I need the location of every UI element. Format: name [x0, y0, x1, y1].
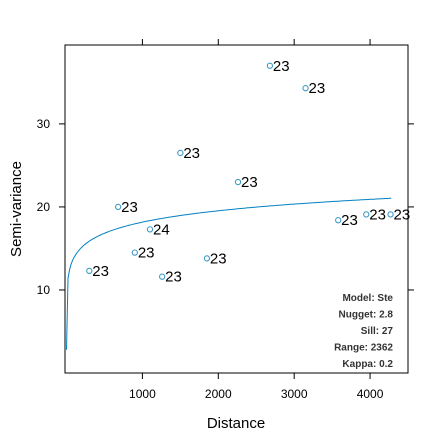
x-tick-label: 1000 — [129, 387, 156, 401]
point-count-label: 23 — [273, 58, 290, 75]
model-info-line: Nugget: 2.8 — [339, 310, 394, 321]
model-info-box: Model: Ste Nugget: 2.8 Sill: 27 Range: 2362… — [334, 293, 393, 370]
data-point — [146, 226, 154, 233]
point-count-labels: 23 23 23 24 23 23 23 23 23 23 23 23 23 — [92, 58, 410, 286]
data-point — [234, 178, 242, 186]
x-axis-title: Distance — [207, 415, 265, 432]
model-info-line: Model: Ste — [342, 293, 393, 304]
data-points — [86, 62, 394, 280]
fitted-model-line — [66, 197, 392, 350]
point-count-label: 23 — [394, 206, 411, 223]
point-count-label: 23 — [210, 250, 227, 267]
y-axis-title: Semi-variance — [8, 161, 25, 257]
data-point — [177, 149, 184, 157]
data-point — [335, 217, 342, 224]
point-count-label: 24 — [153, 221, 170, 238]
data-point — [266, 62, 274, 69]
point-count-label: 23 — [341, 212, 358, 229]
x-tick-label: 3000 — [281, 387, 308, 401]
data-point — [158, 273, 166, 280]
data-point — [86, 267, 93, 275]
data-point — [114, 203, 122, 211]
point-count-label: 23 — [241, 174, 258, 191]
model-info-line: Range: 2362 — [334, 343, 393, 354]
plot-frame — [64, 44, 409, 374]
model-info-line: Sill: 27 — [361, 326, 394, 337]
point-count-label: 23 — [121, 199, 138, 216]
point-count-label: 23 — [138, 245, 155, 262]
y-tick-label: 20 — [37, 200, 51, 214]
point-count-label: 23 — [165, 269, 182, 286]
y-tick-label: 10 — [37, 283, 51, 297]
x-tick-label: 4000 — [357, 387, 384, 401]
data-point — [302, 85, 309, 92]
data-point — [363, 211, 370, 218]
data-point — [131, 249, 138, 256]
tick-marks — [59, 39, 414, 379]
y-tick-label: 30 — [37, 117, 51, 131]
point-count-label: 23 — [92, 263, 109, 280]
data-point — [387, 211, 394, 218]
model-info-line: Kappa: 0.2 — [342, 359, 393, 370]
point-count-label: 23 — [183, 145, 200, 162]
point-count-label: 23 — [309, 80, 326, 97]
x-tick-label: 2000 — [205, 387, 232, 401]
tick-labels: 1000 2000 3000 4000 10 20 30 — [37, 117, 384, 401]
data-point — [203, 255, 211, 262]
point-count-label: 23 — [369, 206, 386, 223]
